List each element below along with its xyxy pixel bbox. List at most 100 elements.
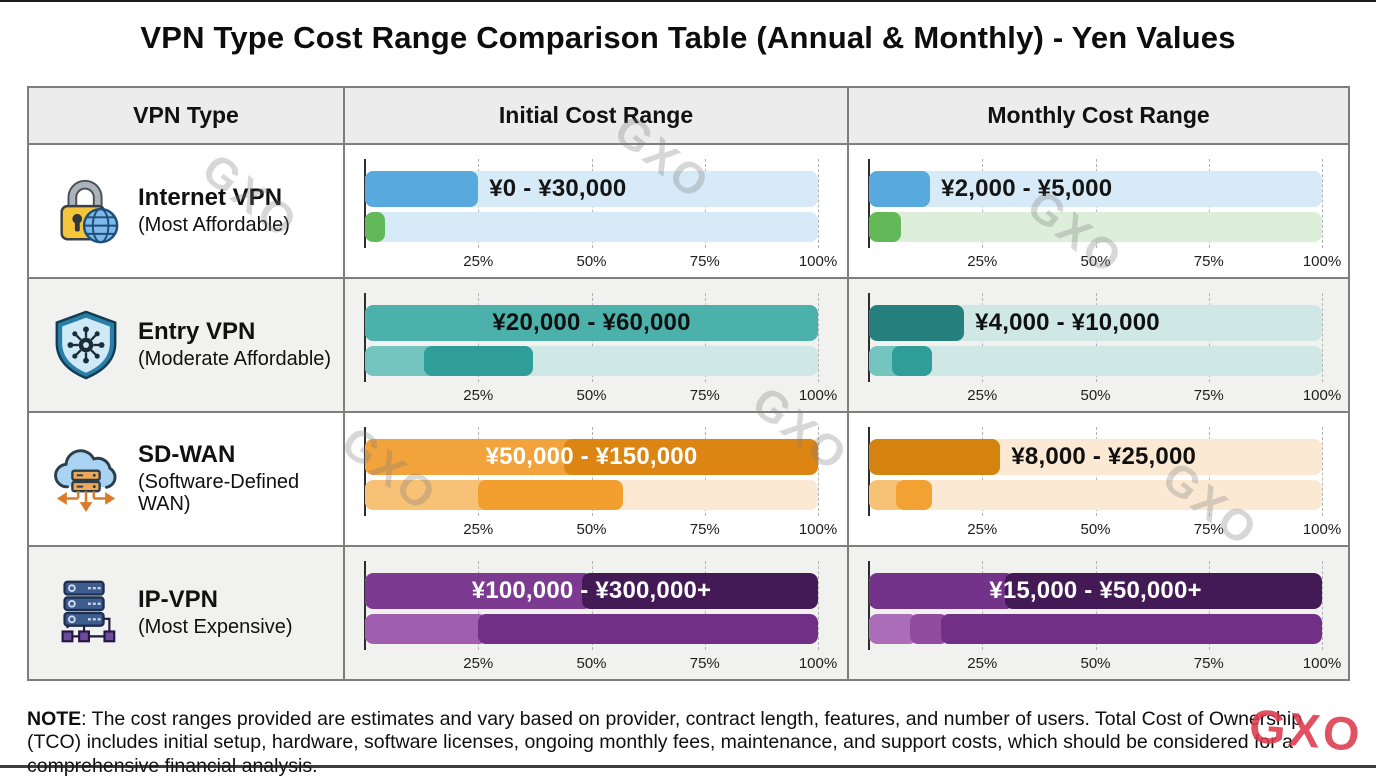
- x-tick-label: 25%: [463, 253, 493, 270]
- table-header-row: VPN Type Initial Cost Range Monthly Cost…: [29, 88, 1348, 145]
- gridline-100: [818, 427, 819, 516]
- gridline-100: [1322, 159, 1323, 248]
- bar-segment: [869, 171, 930, 207]
- x-tick-label: 25%: [463, 655, 493, 672]
- note-prefix: NOTE: [27, 708, 81, 730]
- vpn-name: Entry VPN: [138, 319, 331, 346]
- bar-segment: [892, 346, 933, 376]
- range-bar-primary: ¥20,000 - ¥60,000: [365, 305, 818, 341]
- bar-plot: ¥100,000 - ¥300,000+: [365, 561, 818, 650]
- gridline-100: [818, 159, 819, 248]
- header-vpn-type: VPN Type: [29, 88, 345, 143]
- page-title: VPN Type Cost Range Comparison Table (An…: [0, 0, 1376, 56]
- bar-value-label: ¥8,000 - ¥25,000: [1011, 443, 1196, 471]
- vpn-type-cell: IP-VPN (Most Expensive): [29, 547, 345, 679]
- bar-track: [365, 480, 818, 510]
- x-tick-label: 50%: [1080, 521, 1110, 538]
- vpn-subtitle: (Most Affordable): [138, 214, 290, 236]
- bar-plot: ¥20,000 - ¥60,000: [365, 293, 818, 382]
- x-tick-label: 25%: [967, 387, 997, 404]
- x-tick-label: 75%: [1194, 387, 1224, 404]
- bar-value-label: ¥15,000 - ¥50,000+: [989, 577, 1201, 605]
- table-row: Internet VPN (Most Affordable) ¥0 - ¥30,…: [29, 145, 1348, 279]
- x-axis: 25%50%75%100%: [869, 253, 1322, 272]
- vpn-name: SD-WAN: [138, 442, 343, 469]
- bar-segment: [478, 614, 818, 644]
- monthly-cost-cell: ¥15,000 - ¥50,000+25%50%75%100%: [849, 547, 1348, 679]
- cloud-wan-icon: [49, 442, 123, 516]
- range-bar-secondary: [365, 346, 818, 376]
- bar-track: [365, 346, 818, 376]
- vpn-subtitle: (Most Expensive): [138, 616, 293, 638]
- bar-track: [365, 212, 818, 242]
- x-tick-label: 100%: [799, 387, 837, 404]
- monthly-cost-cell: ¥2,000 - ¥5,000 25% 50% 75% 100%: [849, 145, 1348, 277]
- table-row: IP-VPN (Most Expensive) ¥100,000 - ¥300,…: [29, 547, 1348, 679]
- x-tick-label: 100%: [799, 253, 837, 270]
- table-row: SD-WAN (Software-Defined WAN) ¥50,000 - …: [29, 413, 1348, 547]
- x-tick-label: 75%: [1194, 253, 1224, 270]
- range-bar-secondary: [869, 480, 1322, 510]
- bar-plot: ¥8,000 - ¥25,000: [869, 427, 1322, 516]
- bar-value-label: ¥0 - ¥30,000: [489, 175, 626, 203]
- monthly-cost-chart: ¥4,000 - ¥10,000 25%50%75%100%: [869, 293, 1322, 406]
- x-tick-label: 100%: [1303, 253, 1341, 270]
- vpn-subtitle: (Software-Defined WAN): [138, 471, 343, 516]
- server-stack-icon: [49, 576, 123, 650]
- x-axis: 25%50%75%100%: [365, 253, 818, 272]
- x-tick-label: 100%: [1303, 521, 1341, 538]
- note-text: NOTE: The cost ranges provided are estim…: [27, 708, 1351, 779]
- x-tick-label: 100%: [1303, 387, 1341, 404]
- initial-cost-cell: ¥0 - ¥30,000 25%50%75%100%: [345, 145, 849, 277]
- x-tick-label: 50%: [576, 521, 606, 538]
- initial-cost-cell: ¥50,000 - ¥150,000 25% 50% 75% 100%: [345, 413, 849, 545]
- range-bar-primary: ¥2,000 - ¥5,000: [869, 171, 1322, 207]
- range-bar-primary: ¥0 - ¥30,000: [365, 171, 818, 207]
- bar-segment: [365, 614, 487, 644]
- bar-track: [869, 614, 1322, 644]
- x-tick-label: 25%: [967, 253, 997, 270]
- x-tick-label: 25%: [463, 521, 493, 538]
- x-tick-label: 50%: [1080, 655, 1110, 672]
- bar-value-label: ¥20,000 - ¥60,000: [492, 309, 690, 337]
- bar-plot: ¥50,000 - ¥150,000: [365, 427, 818, 516]
- initial-cost-cell: ¥100,000 - ¥300,000+25%50%75%100%: [345, 547, 849, 679]
- bar-track: [869, 346, 1322, 376]
- vpn-type-cell: Entry VPN (Moderate Affordable): [29, 279, 345, 411]
- bar-value-label: ¥100,000 - ¥300,000+: [472, 577, 712, 605]
- table-row: Entry VPN (Moderate Affordable) ¥20,000 …: [29, 279, 1348, 413]
- bar-plot: ¥15,000 - ¥50,000+: [869, 561, 1322, 650]
- gridline-100: [818, 561, 819, 650]
- gridline-100: [1322, 427, 1323, 516]
- range-bar-primary: ¥100,000 - ¥300,000+: [365, 573, 818, 609]
- x-tick-label: 100%: [799, 655, 837, 672]
- bar-segment: [941, 614, 1322, 644]
- x-tick-label: 75%: [690, 253, 720, 270]
- vpn-type-cell: Internet VPN (Most Affordable): [29, 145, 345, 277]
- bar-value-label: ¥4,000 - ¥10,000: [975, 309, 1160, 337]
- x-tick-label: 100%: [1303, 655, 1341, 672]
- x-tick-label: 50%: [1080, 253, 1110, 270]
- range-bar-secondary: [869, 212, 1322, 242]
- x-tick-label: 100%: [799, 521, 837, 538]
- x-axis: 25%50%75%100%: [365, 521, 818, 540]
- x-tick-label: 75%: [690, 521, 720, 538]
- x-axis: 25%50%75%100%: [869, 387, 1322, 406]
- monthly-cost-cell: ¥4,000 - ¥10,000 25%50%75%100%: [849, 279, 1348, 411]
- x-tick-label: 50%: [576, 655, 606, 672]
- monthly-cost-chart: ¥15,000 - ¥50,000+25%50%75%100%: [869, 561, 1322, 674]
- bar-segment: [365, 171, 478, 207]
- bar-value-label: ¥50,000 - ¥150,000: [486, 443, 698, 471]
- range-bar-primary: ¥4,000 - ¥10,000: [869, 305, 1322, 341]
- vpn-subtitle: (Moderate Affordable): [138, 348, 331, 370]
- range-bar-primary: ¥15,000 - ¥50,000+: [869, 573, 1322, 609]
- bar-segment: [424, 346, 533, 376]
- vpn-type-cell: SD-WAN (Software-Defined WAN): [29, 413, 345, 545]
- lock-globe-icon: [49, 174, 123, 248]
- bar-track: [365, 614, 818, 644]
- x-tick-label: 25%: [463, 387, 493, 404]
